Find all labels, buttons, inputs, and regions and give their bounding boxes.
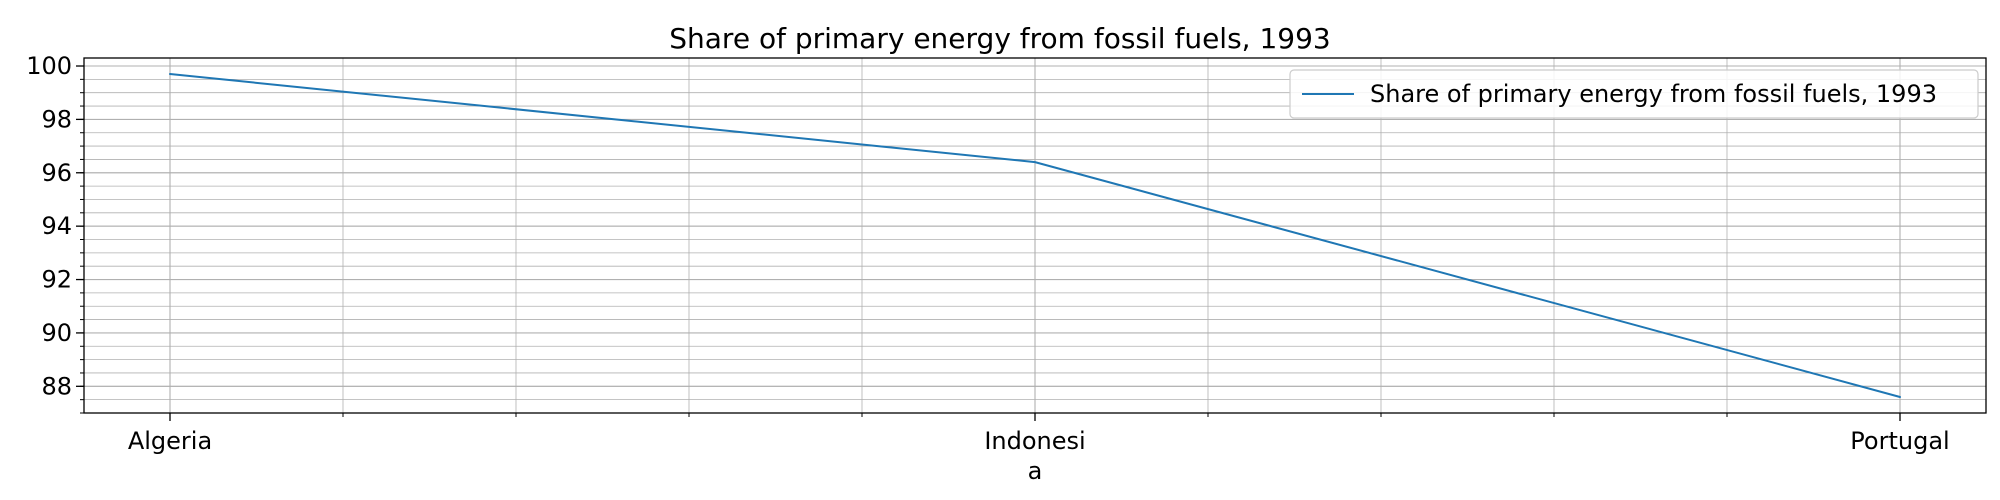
y-tick-label: 88: [41, 372, 72, 400]
ticks-layer: [76, 65, 1901, 421]
y-tick-label: 94: [41, 212, 72, 240]
y-tick-label: 98: [41, 105, 72, 133]
grid-layer: [84, 58, 1986, 414]
legend-box: [1289, 69, 1979, 119]
labels-layer: 88 90 92 94 96 98 100 Algeria Indonesi a Portugal: [26, 52, 1950, 485]
legend: Share of primary energy from fossil fuel…: [1289, 69, 1979, 119]
series-layer: [169, 73, 1901, 398]
x-tick-label: Portugal: [1850, 427, 1949, 455]
y-tick-label: 100: [26, 52, 72, 80]
x-tick-label: Indonesi a: [984, 427, 1085, 485]
legend-label: Share of primary energy from fossil fuel…: [1370, 80, 1937, 108]
x-tick-label: Algeria: [128, 427, 212, 455]
y-tick-label: 90: [41, 319, 72, 347]
y-tick-label: 96: [41, 159, 72, 187]
chart-title: Share of primary energy from fossil fuel…: [669, 22, 1330, 55]
y-tick-label: 92: [41, 266, 72, 294]
series-line: [169, 73, 1901, 398]
